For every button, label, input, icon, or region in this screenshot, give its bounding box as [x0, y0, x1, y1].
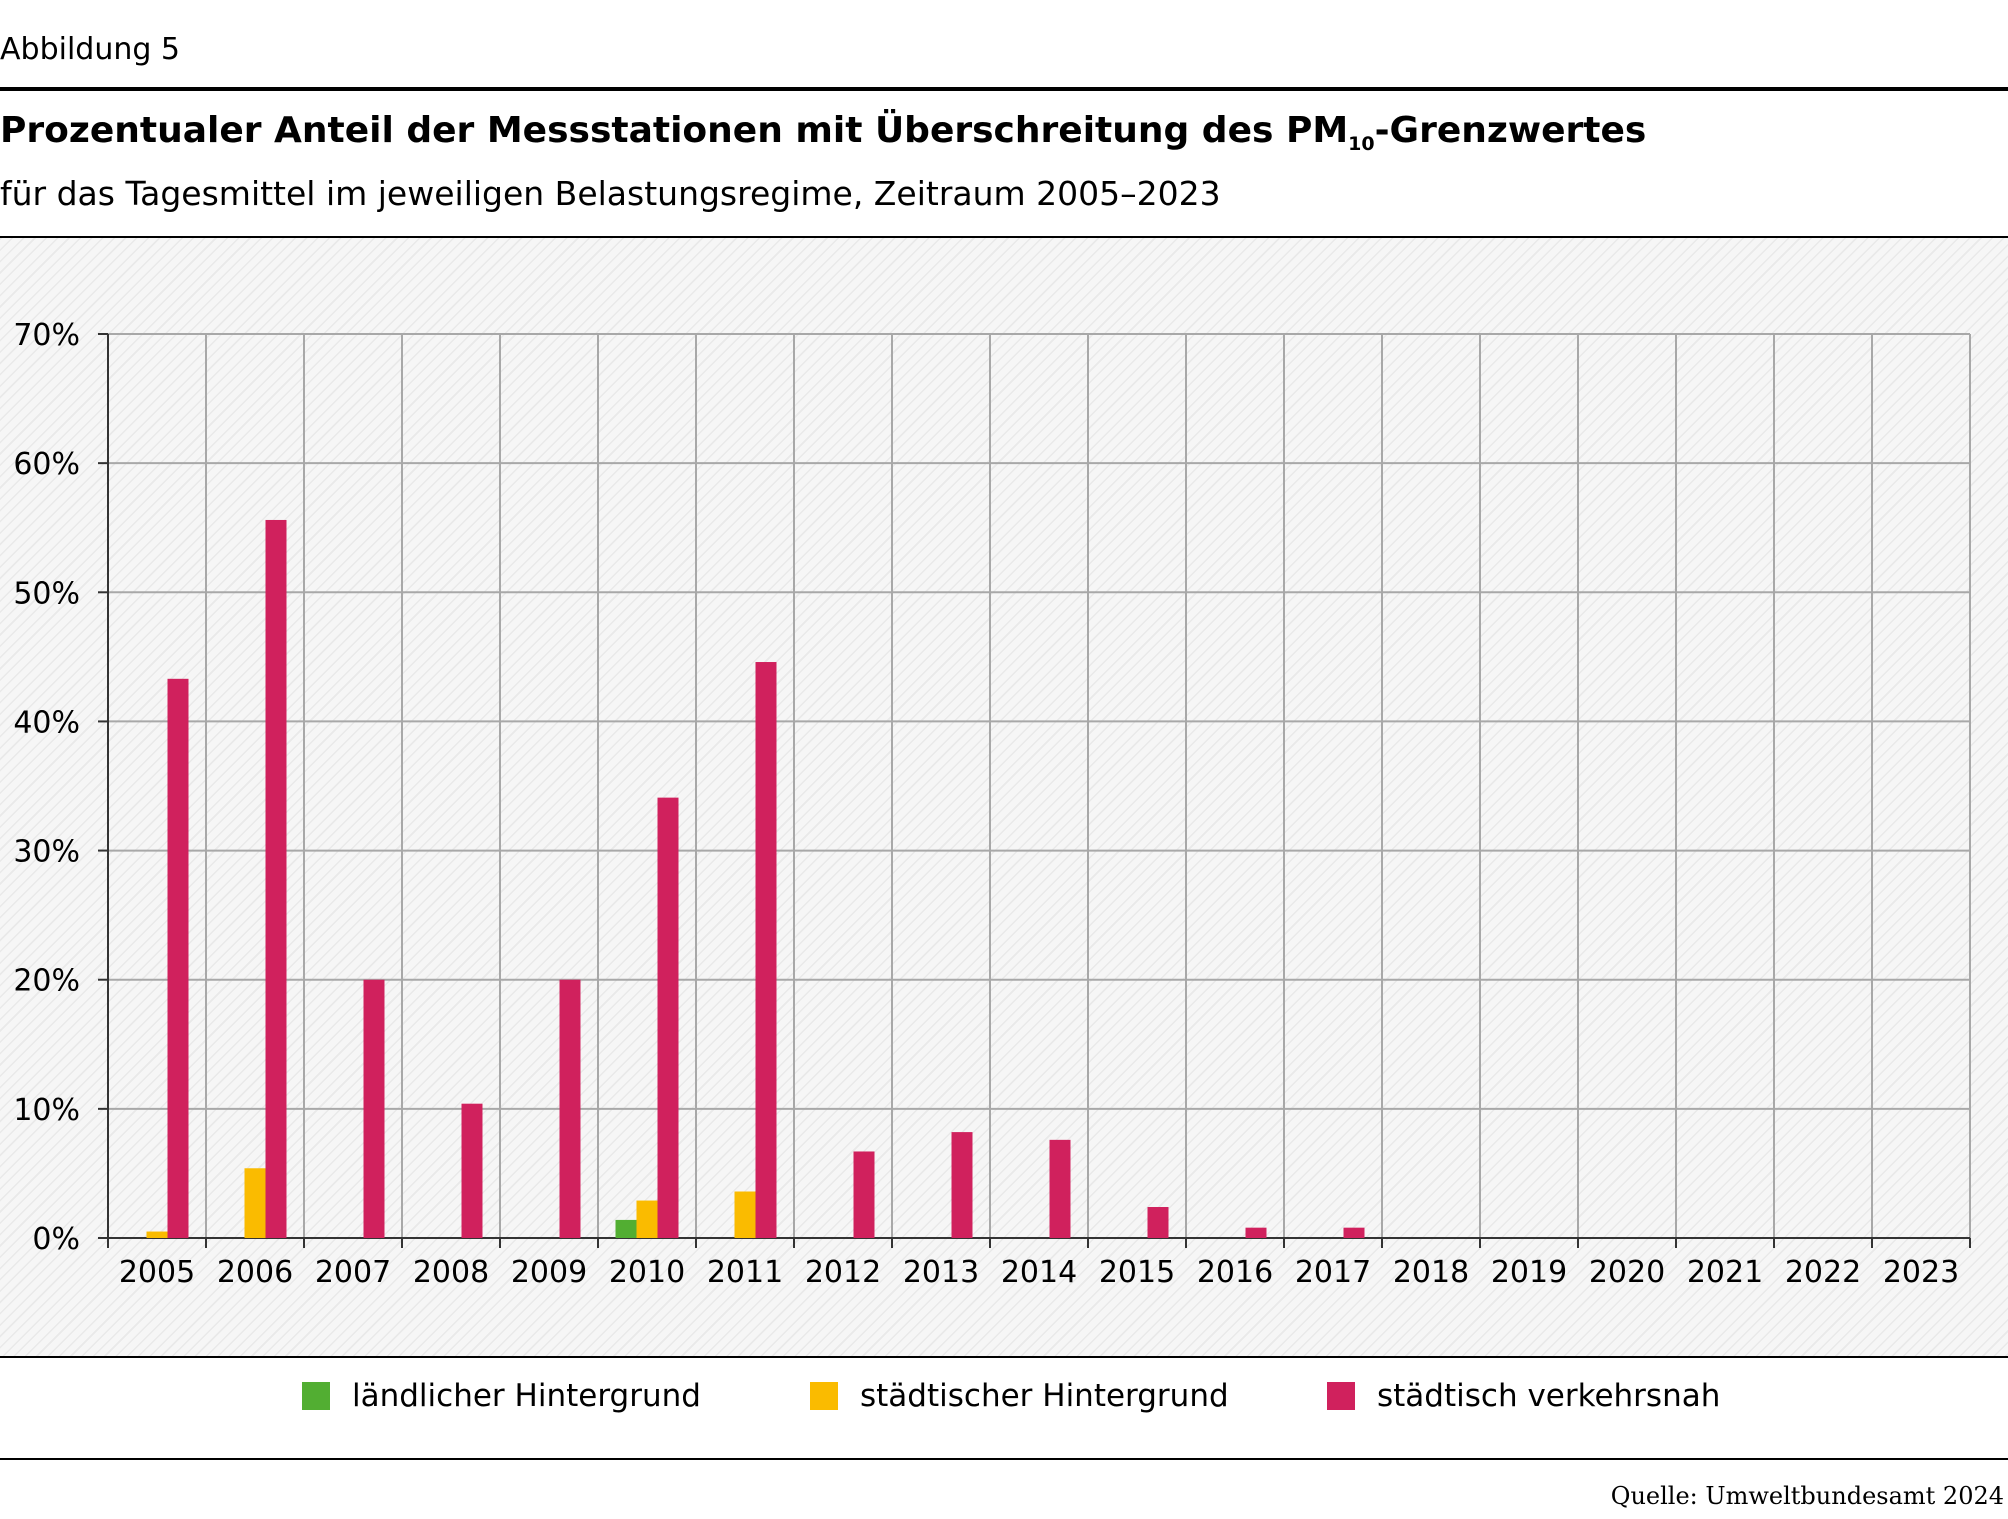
y-tick-label: 40% — [13, 705, 80, 740]
x-tick-label: 2021 — [1687, 1255, 1763, 1290]
x-tick-label: 2008 — [413, 1255, 489, 1290]
chart-legend: ländlicher Hintergrund städtischer Hinter… — [0, 1378, 2008, 1448]
bar — [1343, 1227, 1365, 1238]
x-tick-label: 2017 — [1295, 1255, 1371, 1290]
y-tick-label: 0% — [32, 1222, 80, 1257]
subtitle-rule — [0, 236, 2008, 238]
legend-swatch — [302, 1382, 330, 1410]
title-end: -Grenzwertes — [1374, 110, 1647, 151]
legend-label: ländlicher Hintergrund — [352, 1378, 701, 1414]
bar — [853, 1151, 875, 1238]
y-tick-label: 70% — [13, 318, 80, 353]
x-tick-label: 2018 — [1393, 1255, 1469, 1290]
bar — [167, 678, 189, 1238]
bar — [559, 979, 581, 1238]
figure-label: Abbildung 5 — [0, 32, 181, 67]
bar — [146, 1231, 168, 1238]
y-tick-label: 50% — [13, 576, 80, 611]
bar-chart: 0% 10% 20% 30% 40% 50% 60% 70% 2005 2006 2007 2008 2… — [13, 318, 1971, 1290]
bar — [636, 1200, 658, 1238]
bar — [265, 519, 287, 1238]
y-tick-label: 30% — [13, 835, 80, 870]
chart-panel: 0% 10% 20% 30% 40% 50% 60% 70% 2005 2006 2007 2008 2… — [0, 238, 2008, 1356]
y-tick-label: 20% — [13, 964, 80, 999]
legend-bottom-rule — [0, 1458, 2008, 1460]
x-tick-label: 2014 — [1001, 1255, 1077, 1290]
source-note: Quelle: Umweltbundesamt 2024 — [1610, 1482, 2004, 1510]
bar — [461, 1103, 483, 1238]
legend-swatch — [810, 1382, 838, 1410]
header-rule — [0, 87, 2008, 91]
x-tick-label: 2009 — [511, 1255, 587, 1290]
x-tick-label: 2020 — [1589, 1255, 1665, 1290]
legend-label: städtischer Hintergrund — [860, 1378, 1229, 1414]
x-tick-label: 2007 — [315, 1255, 391, 1290]
chart-title: Prozentualer Anteil der Messstationen mi… — [0, 110, 1647, 155]
legend-item: ländlicher Hintergrund — [302, 1378, 701, 1414]
x-tick-label: 2005 — [119, 1255, 195, 1290]
chart-subtitle: für das Tagesmittel im jeweiligen Belast… — [0, 174, 1221, 213]
x-tick-label: 2013 — [903, 1255, 979, 1290]
title-main: Prozentualer Anteil der Messstationen mi… — [0, 110, 1349, 151]
chart-bottom-rule — [0, 1356, 2008, 1358]
bar — [734, 1191, 756, 1238]
bar — [657, 797, 679, 1238]
y-tick-label: 60% — [13, 447, 80, 482]
bar — [615, 1219, 637, 1238]
x-tick-label: 2015 — [1099, 1255, 1175, 1290]
x-tick-label: 2010 — [609, 1255, 685, 1290]
bar — [363, 979, 385, 1238]
x-tick-label: 2016 — [1197, 1255, 1273, 1290]
legend-item: städtisch verkehrsnah — [1327, 1378, 1720, 1414]
bar — [1049, 1139, 1071, 1238]
bar — [1147, 1207, 1169, 1238]
legend-item: städtischer Hintergrund — [810, 1378, 1229, 1414]
title-subscript: 10 — [1348, 133, 1375, 155]
bar — [951, 1132, 973, 1238]
x-tick-label: 2012 — [805, 1255, 881, 1290]
x-tick-label: 2011 — [707, 1255, 783, 1290]
x-tick-label: 2019 — [1491, 1255, 1567, 1290]
legend-label: städtisch verkehrsnah — [1377, 1378, 1721, 1414]
y-tick-label: 10% — [13, 1093, 80, 1128]
bar — [244, 1168, 266, 1238]
x-tick-label: 2022 — [1785, 1255, 1861, 1290]
legend-swatch — [1327, 1382, 1355, 1410]
x-tick-label: 2006 — [217, 1255, 293, 1290]
bar — [1245, 1227, 1267, 1238]
bar — [755, 662, 777, 1238]
x-tick-label: 2023 — [1883, 1255, 1959, 1290]
